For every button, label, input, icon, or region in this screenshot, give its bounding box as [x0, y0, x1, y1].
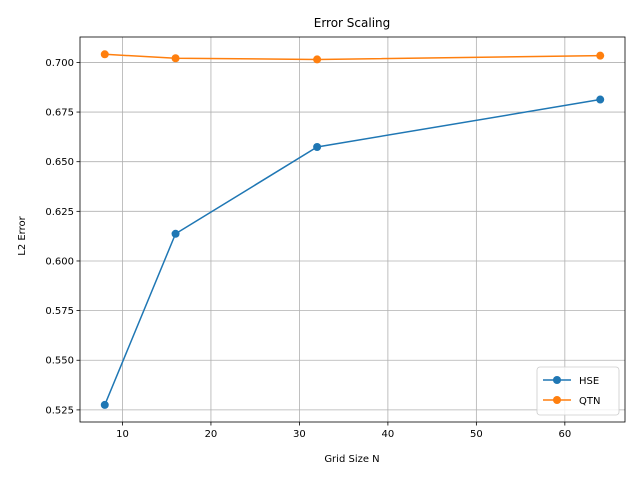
grid-lines	[80, 37, 625, 422]
data-point-hse	[313, 143, 322, 151]
legend-marker-qtn	[553, 396, 561, 404]
legend-marker-hse	[553, 376, 561, 384]
x-tick-label: 10	[116, 429, 129, 440]
plot-frame	[79, 36, 626, 423]
data-point-qtn	[171, 54, 180, 63]
chart-title: Error Scaling	[314, 16, 391, 30]
y-tick-label: 0.600	[45, 256, 74, 267]
y-tick-label: 0.650	[45, 157, 74, 168]
x-tick-label: 20	[205, 429, 218, 440]
series-layer	[100, 50, 605, 409]
data-point-qtn	[596, 51, 605, 60]
x-axis-label: Grid Size N	[324, 454, 379, 465]
axis-ticks: 10 20 30 40 50 60 0.525 0.550 0.575 0.600 0.625 0.6…	[45, 58, 571, 440]
y-axis-label: L2 Error	[17, 215, 28, 255]
y-tick-label: 0.550	[45, 356, 74, 367]
y-tick-label: 0.525	[45, 405, 74, 416]
x-tick-label: 30	[293, 429, 306, 440]
y-tick-label: 0.575	[45, 306, 74, 317]
data-point-hse	[100, 400, 109, 409]
y-tick-label: 0.675	[45, 108, 74, 119]
data-point-hse	[171, 229, 180, 238]
data-point-hse	[596, 95, 605, 104]
legend-box	[536, 366, 620, 416]
y-tick-label: 0.700	[45, 58, 74, 69]
legend: HSE QTN	[536, 366, 620, 416]
legend-label-qtn: QTN	[579, 396, 600, 407]
series-line-qtn	[104, 53, 601, 61]
x-tick-label: 40	[382, 429, 395, 440]
y-tick-label: 0.625	[45, 207, 74, 218]
data-point-qtn	[100, 50, 109, 59]
data-point-qtn	[313, 55, 322, 64]
series-line-hse	[104, 98, 601, 406]
x-tick-label: 60	[558, 429, 571, 440]
x-tick-label: 50	[470, 429, 483, 440]
legend-label-hse: HSE	[579, 376, 599, 387]
